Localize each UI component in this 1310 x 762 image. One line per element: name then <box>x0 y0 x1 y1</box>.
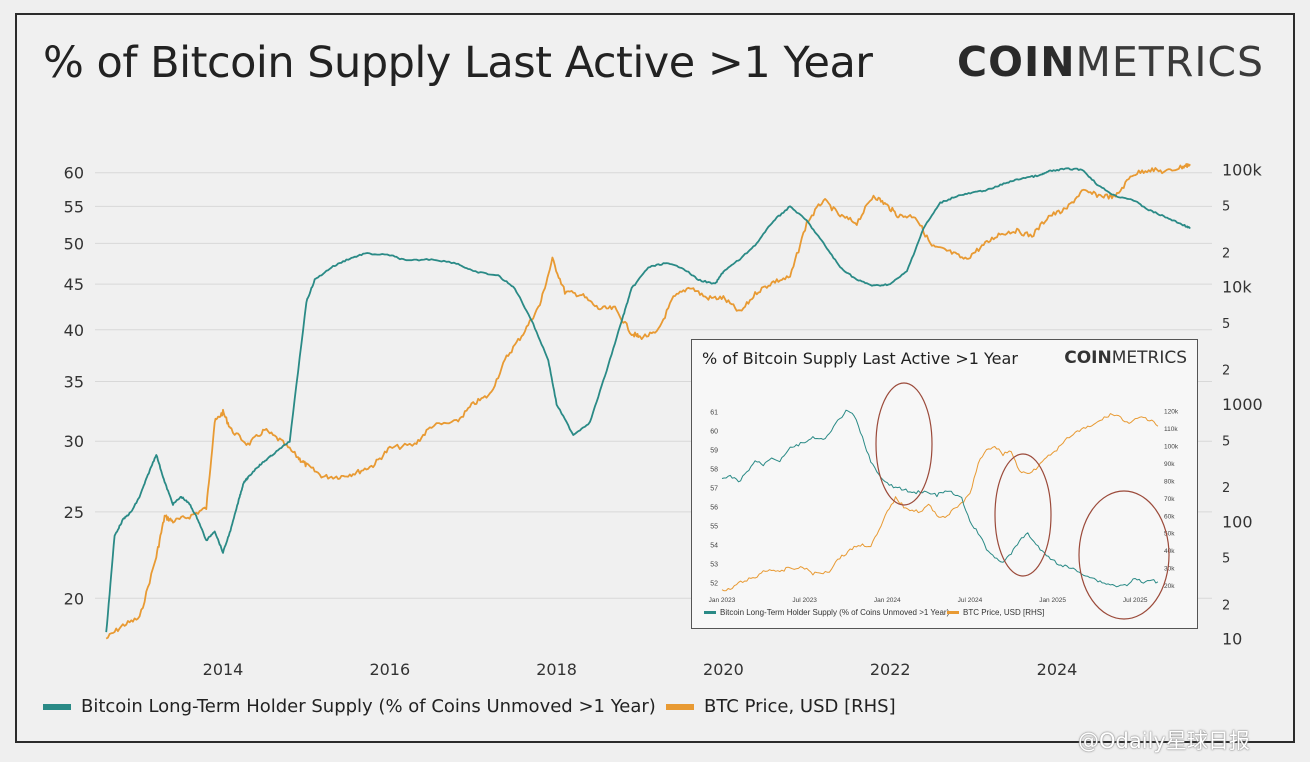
inset-right-tick: 70k <box>1164 496 1175 503</box>
left-axis-tick-label: 50 <box>64 234 84 253</box>
inset-x-tick: Jan 2024 <box>874 597 901 604</box>
right-axis-tick-label: 5 <box>1222 200 1230 215</box>
right-axis-tick-label: 2 <box>1222 246 1230 261</box>
inset-left-tick: 55 <box>710 524 718 531</box>
right-axis-tick-label: 2 <box>1222 364 1230 379</box>
right-axis-tick-label: 2 <box>1222 481 1230 496</box>
inset-x-tick: Jul 2023 <box>792 597 817 604</box>
inset-right-tick: 90k <box>1164 461 1175 468</box>
inset-left-tick: 58 <box>710 467 718 474</box>
right-axis-tick-label: 2 <box>1222 598 1230 613</box>
left-axis-tick-label: 55 <box>64 197 84 216</box>
watermark: @Odaily星球日报 <box>1078 729 1250 753</box>
inset-right-tick: 40k <box>1164 548 1175 555</box>
inset-legend-btc: BTC Price, USD [RHS] <box>947 608 1044 617</box>
right-axis-tick-label: 100k <box>1222 160 1263 179</box>
inset-left-tick: 56 <box>710 505 718 512</box>
inset-chart: 52 53 54 55 56 57 58 59 60 61 20k 30k 40k 50k 60k 70k 80… <box>709 382 1179 620</box>
inset-right-tick: 20k <box>1164 583 1175 590</box>
inset-lth-line <box>721 409 1159 588</box>
inset-x-tick: Jan 2025 <box>1039 597 1066 604</box>
inset-left-tick: 52 <box>710 581 718 588</box>
right-axis-tick-label: 10 <box>1222 630 1242 649</box>
inset-x-tick: Jul 2025 <box>1123 597 1148 604</box>
inset-right-tick: 30k <box>1164 566 1175 573</box>
right-axis-tick-label: 10k <box>1222 278 1252 297</box>
chart-title: % of Bitcoin Supply Last Active >1 Year <box>43 38 873 88</box>
x-axis-tick-label: 2022 <box>870 660 911 679</box>
inset-left-tick: 57 <box>710 486 718 493</box>
legend-label-btc: BTC Price, USD [RHS] <box>704 696 896 717</box>
inset-legend-ltholder: Bitcoin Long-Term Holder Supply (% of Co… <box>704 608 949 617</box>
left-axis-tick-label: 45 <box>64 275 84 294</box>
x-axis-tick-label: 2016 <box>369 660 410 679</box>
inset-left-tick: 59 <box>710 448 718 455</box>
inset-right-tick: 120k <box>1164 409 1179 416</box>
right-axis-tick-label: 5 <box>1222 317 1230 332</box>
inset-left-tick: 53 <box>710 562 718 569</box>
inset-x-tick: Jan 2023 <box>709 597 736 604</box>
btc-price-line <box>105 163 1191 640</box>
right-axis-tick-label: 5 <box>1222 434 1230 449</box>
inset-title: % of Bitcoin Supply Last Active >1 Year <box>702 349 1018 368</box>
inset-right-tick: 110k <box>1164 426 1178 433</box>
left-axis-tick-label: 25 <box>64 503 84 522</box>
left-axis-tick-label: 40 <box>64 321 84 340</box>
inset-left-tick: 61 <box>710 410 718 417</box>
lth-supply-line <box>105 167 1191 633</box>
right-axis-tick-label: 1000 <box>1222 395 1263 414</box>
legend-item-btc: BTC Price, USD [RHS] <box>666 696 896 717</box>
inset-btc-line <box>721 413 1159 592</box>
x-axis-tick-label: 2018 <box>536 660 577 679</box>
annotation-ellipse-2 <box>994 453 1052 577</box>
inset-logo: COINMETRICS <box>1064 348 1187 368</box>
inset-right-tick: 100k <box>1164 444 1179 451</box>
inset-right-tick: 50k <box>1164 531 1175 538</box>
left-axis-tick-label: 20 <box>64 589 84 608</box>
right-axis-tick-label: 100 <box>1222 512 1253 531</box>
inset-x-tick: Jul 2024 <box>958 597 983 604</box>
right-axis-tick-label: 5 <box>1222 552 1230 567</box>
inset-right-tick: 60k <box>1164 513 1175 520</box>
legend-label-ltholder: Bitcoin Long-Term Holder Supply (% of Co… <box>81 696 656 717</box>
legend-swatch-ltholder <box>43 703 71 710</box>
inset-right-tick: 80k <box>1164 478 1175 485</box>
inset-left-tick: 54 <box>710 543 718 550</box>
x-axis-tick-label: 2020 <box>703 660 744 679</box>
annotation-ellipse-3 <box>1078 490 1170 620</box>
x-axis-tick-label: 2024 <box>1037 660 1078 679</box>
legend-item-ltholder: Bitcoin Long-Term Holder Supply (% of Co… <box>43 696 656 717</box>
coinmetrics-logo: COINMETRICS <box>957 38 1265 86</box>
x-axis-tick-label: 2014 <box>203 660 244 679</box>
left-axis-tick-label: 30 <box>64 432 84 451</box>
left-axis-tick-label: 60 <box>64 164 84 183</box>
inset-left-tick: 60 <box>710 429 718 436</box>
inset-chart-panel: % of Bitcoin Supply Last Active >1 Year … <box>691 339 1198 629</box>
left-axis-tick-label: 35 <box>64 372 84 391</box>
annotation-ellipse-1 <box>875 382 933 506</box>
legend-swatch-btc <box>666 703 694 710</box>
